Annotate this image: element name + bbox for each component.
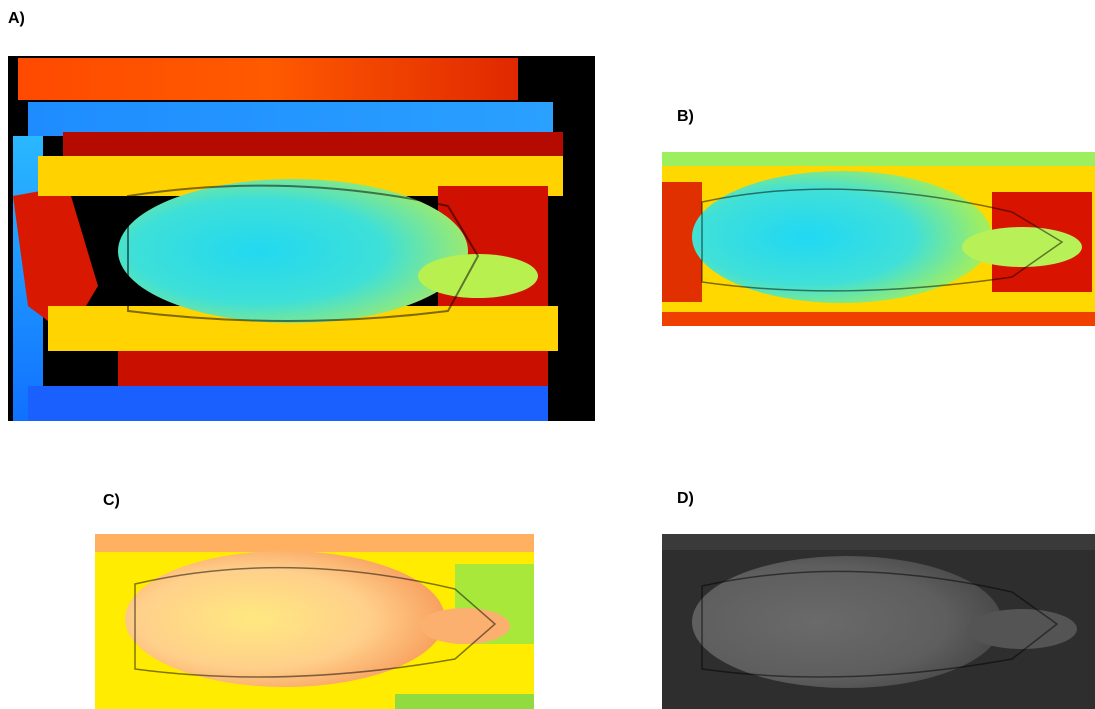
depth-image-cropped-warm	[95, 534, 534, 709]
panel-a-depth-image	[8, 56, 595, 421]
panel-d-depth-image	[662, 534, 1095, 709]
panel-d-label: D)	[677, 490, 694, 507]
panel-a-label: A)	[8, 10, 25, 27]
depth-image-cropped-gray	[662, 534, 1095, 709]
panel-b-depth-image	[662, 152, 1095, 326]
panel-c-depth-image	[95, 534, 534, 709]
panel-c-label: C)	[103, 492, 120, 509]
depth-image-full-scene	[8, 56, 595, 421]
depth-image-cropped	[662, 152, 1095, 326]
panel-b-label: B)	[677, 108, 694, 125]
